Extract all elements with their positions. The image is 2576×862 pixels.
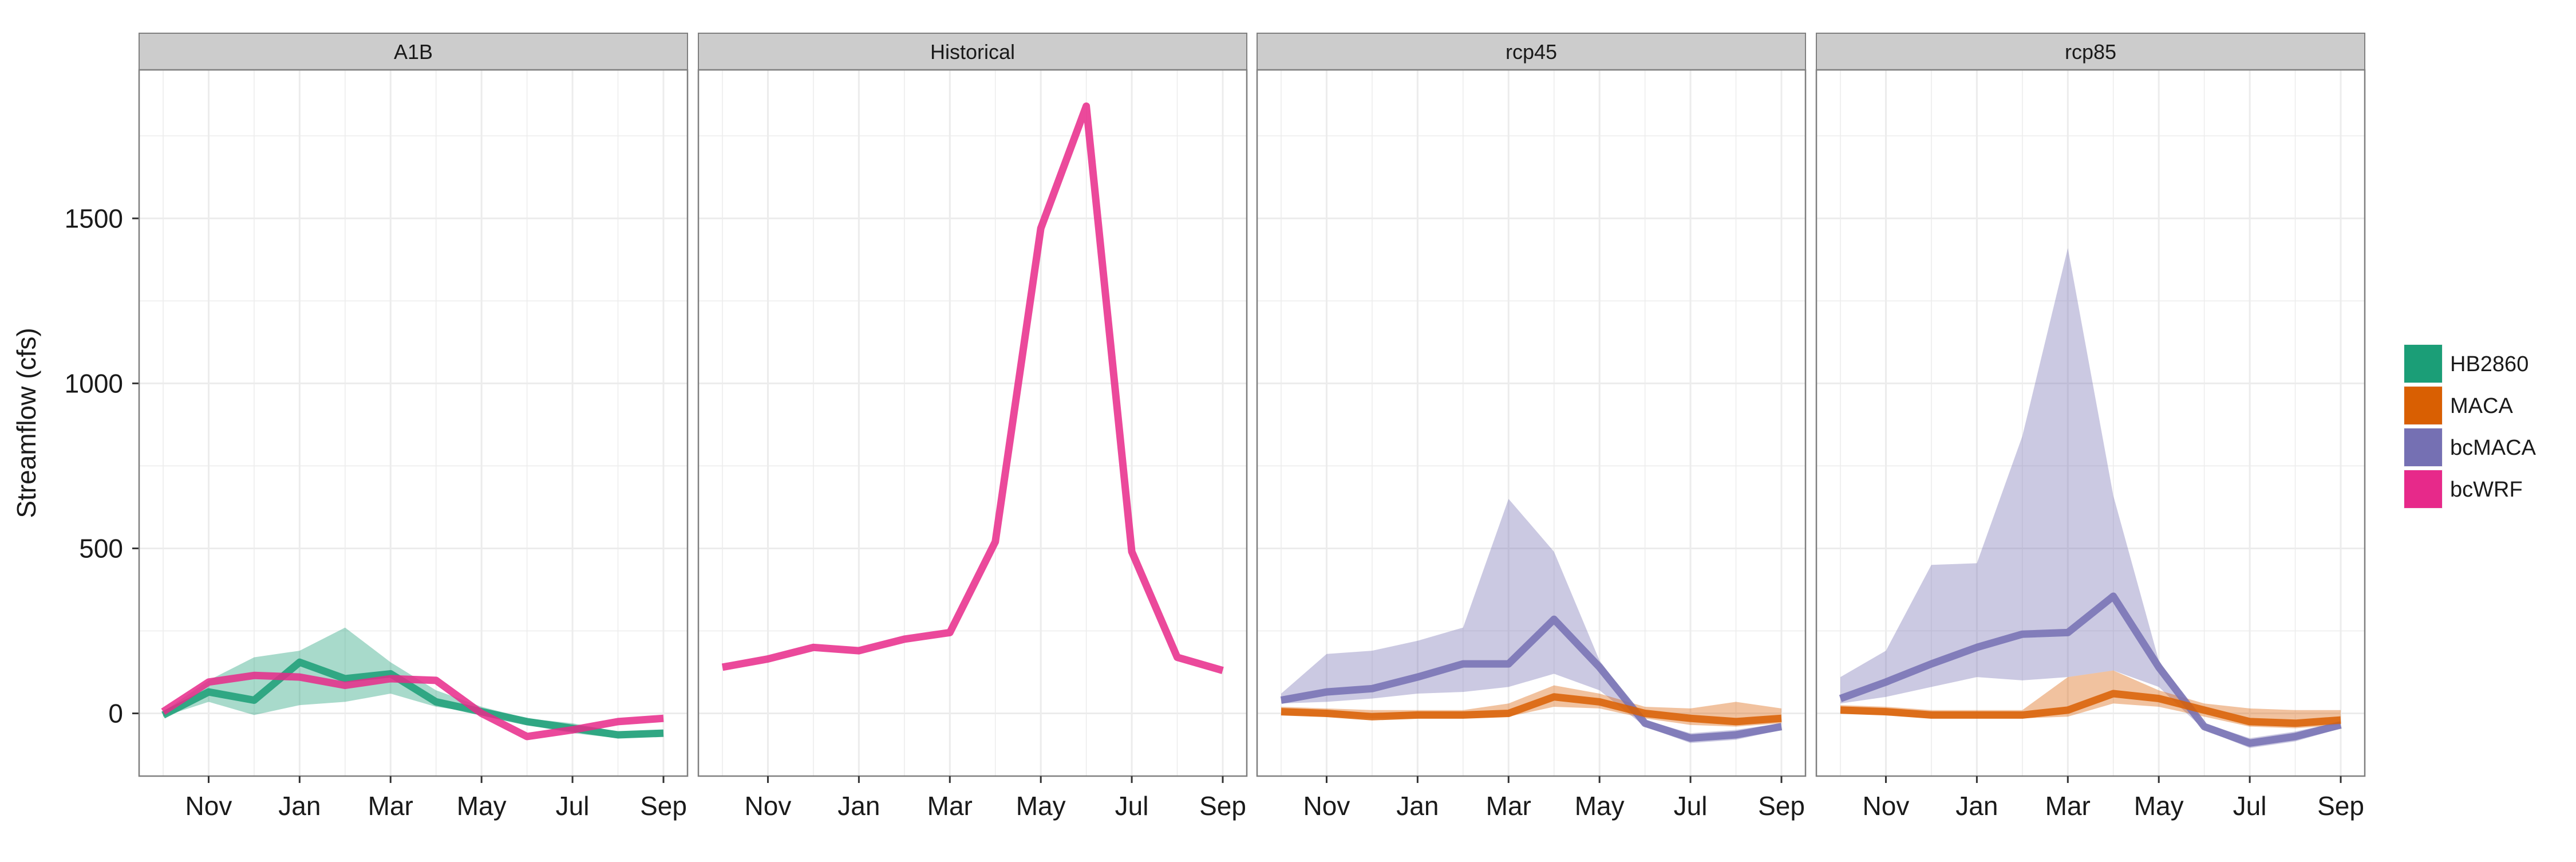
legend-swatch-hb2860 [2404,345,2442,383]
legend-swatch-bcmaca [2404,428,2442,466]
panel-strip-label: rcp45 [1506,40,1557,64]
y-tick-label: 0 [108,699,123,729]
x-tick-label: Jul [556,791,590,821]
x-tick-label: Jul [1115,791,1149,821]
panel-strip-label: Historical [930,40,1015,64]
x-tick-label: May [457,791,507,821]
x-tick-label: Jan [837,791,880,821]
x-tick-label: Nov [185,791,232,821]
x-tick-label: Mar [368,791,413,821]
x-tick-label: Jul [1674,791,1708,821]
legend-label: bcWRF [2450,478,2523,502]
x-tick-label: Jul [2233,791,2267,821]
panel-background [139,70,688,776]
y-axis-title: Streamflow (cfs) [11,328,41,518]
legend-label: MACA [2450,394,2513,418]
legend-label: HB2860 [2450,352,2528,376]
panel-rcp85: rcp85 Nov Jan Mar May Jul Sep [1816,33,2365,821]
x-tick-label: Sep [1758,791,1805,821]
y-tick-label: 1000 [65,368,123,398]
panel-historical: Historical Nov Jan Mar May Jul Sep [698,33,1247,821]
panel-a1b: A1B Nov Jan Mar May Jul Sep [139,33,688,821]
panel-strip-label: A1B [394,40,433,64]
legend-swatch-maca [2404,387,2442,424]
x-tick-label: May [1016,791,1066,821]
x-tick-label: May [1575,791,1625,821]
x-tick-label: Jan [1396,791,1439,821]
legend-label: bcMACA [2450,436,2537,460]
x-tick-label: Jan [1955,791,1998,821]
panel-strip-label: rcp85 [2065,40,2116,64]
x-tick-label: Mar [1486,791,1531,821]
legend: HB2860 MACA bcMACA bcWRF [2403,344,2537,509]
x-tick-label: May [2134,791,2184,821]
x-tick-label: Nov [1303,791,1350,821]
x-tick-label: Nov [745,791,792,821]
x-tick-label: Jan [278,791,321,821]
y-tick-label: 1500 [65,203,123,233]
legend-swatch-bcwrf [2404,470,2442,508]
x-tick-label: Sep [640,791,687,821]
x-tick-label: Mar [2045,791,2091,821]
panel-rcp45: rcp45 Nov Jan Mar May Jul Sep [1257,33,1805,821]
x-tick-label: Mar [927,791,973,821]
panel-background [698,70,1247,776]
y-tick-label: 500 [79,533,123,563]
x-tick-label: Nov [1863,791,1910,821]
x-tick-label: Sep [2317,791,2364,821]
x-tick-label: Sep [1199,791,1246,821]
